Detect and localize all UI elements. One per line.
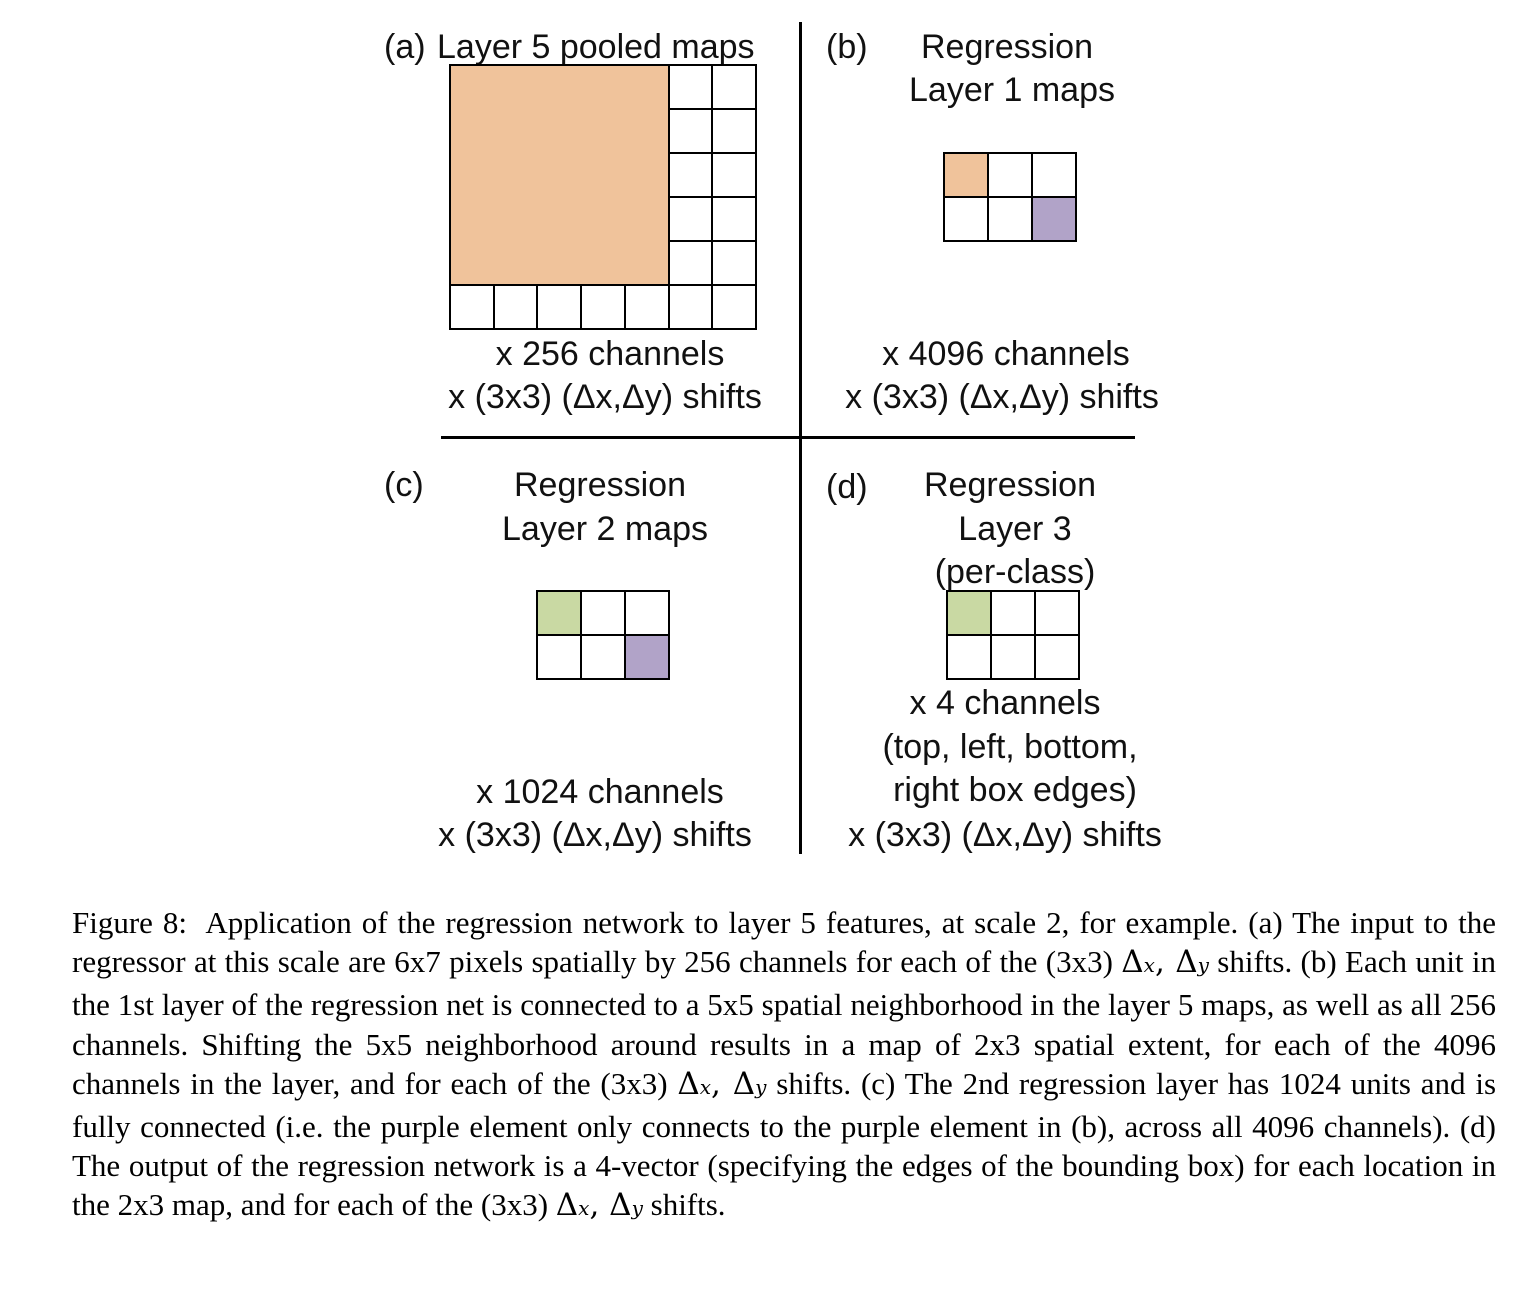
grid-cell	[669, 154, 714, 198]
caption-part1: Application of the regression network to…	[72, 905, 1496, 980]
panel-b-tag: (b)	[826, 28, 868, 66]
grid-cell	[948, 636, 992, 680]
grid-cell	[992, 636, 1036, 680]
grid-cell	[538, 592, 582, 636]
grid-cell	[1036, 636, 1080, 680]
panel-c-shifts: x (3x3) (Δx,Δy) shifts	[438, 816, 752, 854]
grid-cell	[494, 286, 539, 330]
panel-c-tag: (c)	[384, 466, 424, 504]
panel-c-title-line1: Regression	[514, 466, 686, 504]
panel-a-tag: (a)	[384, 28, 426, 66]
regression-layer1-grid	[943, 152, 1077, 242]
horizontal-divider	[441, 436, 1135, 439]
regression-layer3-grid	[946, 590, 1080, 680]
caption-prefix: Figure 8:	[72, 905, 188, 940]
grid-cell	[626, 636, 670, 680]
panel-a-shifts: x (3x3) (Δx,Δy) shifts	[448, 378, 762, 416]
panel-d-edges-line1: (top, left, bottom,	[882, 728, 1138, 766]
layer5-neighborhood-block	[449, 64, 670, 286]
grid-cell	[582, 636, 626, 680]
panel-d-title-line2: Layer 3	[958, 510, 1072, 548]
caption-part4: shifts.	[650, 1187, 726, 1223]
panel-a-title: Layer 5 pooled maps	[437, 28, 755, 66]
panel-c-channels: x 1024 channels	[476, 773, 724, 811]
grid-cell	[669, 66, 714, 110]
grid-cell	[625, 286, 670, 330]
panel-a-channels: x 256 channels	[495, 335, 725, 373]
panel-d-shifts: x (3x3) (Δx,Δy) shifts	[848, 816, 1162, 854]
grid-cell	[989, 154, 1033, 198]
grid-cell	[948, 592, 992, 636]
grid-cell	[1033, 154, 1077, 198]
panel-b-shifts: x (3x3) (Δx,Δy) shifts	[845, 378, 1159, 416]
grid-cell	[713, 242, 757, 286]
grid-cell	[626, 592, 670, 636]
grid-cell	[945, 154, 989, 198]
grid-cell	[582, 592, 626, 636]
delta-shift-symbol: Δx, Δy	[1121, 944, 1209, 981]
panel-b-channels: x 4096 channels	[882, 335, 1130, 373]
grid-cell	[538, 636, 582, 680]
grid-cell	[582, 286, 626, 330]
grid-cell	[1036, 592, 1080, 636]
grid-cell	[713, 66, 757, 110]
figure-caption: Figure 8: Application of the regression …	[72, 903, 1496, 1229]
grid-cell	[1033, 198, 1077, 242]
panel-c-title-line2: Layer 2 maps	[502, 510, 708, 548]
panel-d-title-line3: (per-class)	[934, 553, 1096, 591]
regression-layer2-grid	[536, 590, 670, 680]
panel-b-title-line2: Layer 1 maps	[909, 71, 1115, 109]
panel-d-edges-line2: right box edges)	[893, 771, 1137, 809]
panel-d-title-line1: Regression	[924, 466, 1096, 504]
grid-cell	[713, 110, 757, 154]
grid-cell	[669, 242, 714, 286]
panel-b-title-line1: Regression	[921, 28, 1093, 66]
grid-cell	[669, 110, 714, 154]
panel-d-channels: x 4 channels	[909, 684, 1101, 722]
panel-d-tag: (d)	[826, 468, 868, 506]
caption-part3: shifts. (c) The 2nd regression layer has…	[72, 1065, 1497, 1223]
figure-diagram: (a) Layer 5 pooled maps x 256 channels x…	[384, 22, 1162, 854]
grid-cell	[989, 198, 1033, 242]
delta-shift-symbol: Δx, Δy	[677, 1065, 767, 1102]
grid-cell	[992, 592, 1036, 636]
grid-cell	[669, 286, 714, 330]
caption-part2: shifts. (b) Each unit in the 1st layer o…	[72, 944, 1496, 1101]
grid-cell	[538, 286, 583, 330]
grid-cell	[451, 286, 495, 330]
grid-cell	[713, 198, 757, 242]
grid-cell	[669, 198, 714, 242]
grid-cell	[713, 286, 757, 330]
grid-cell	[945, 198, 989, 242]
delta-shift-symbol: Δx, Δy	[555, 1187, 643, 1224]
grid-cell	[713, 154, 757, 198]
